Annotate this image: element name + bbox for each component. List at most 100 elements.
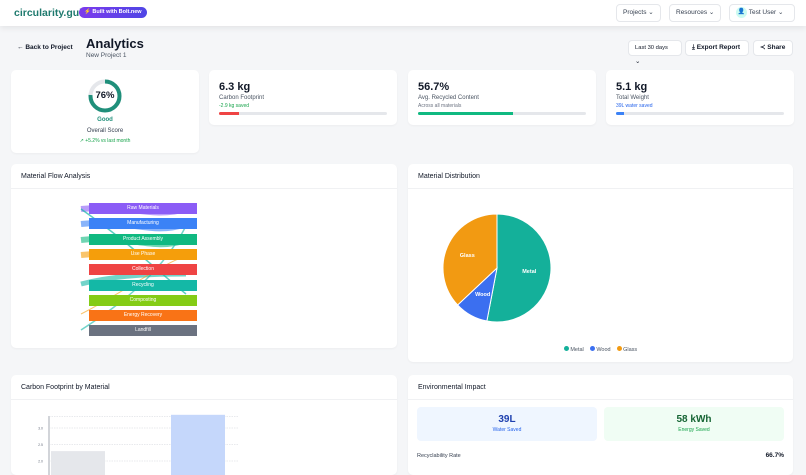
projects-menu[interactable]: Projects ⌄: [616, 4, 661, 22]
divider: [11, 399, 397, 400]
y-tick-label: 2.0: [38, 460, 43, 464]
recyclability-value: 66.7%: [765, 452, 784, 459]
metric-value: 5.1 kg: [616, 81, 648, 93]
metric-progress-bar: [219, 112, 387, 115]
water-value: 39L: [498, 414, 516, 425]
water-saved-tile: 39L Water Saved: [417, 407, 597, 441]
metric-label: Total Weight: [616, 95, 649, 101]
export-label: Export Report: [696, 44, 741, 51]
score-trend: ↗ +5.2% vs last month: [79, 138, 131, 144]
projects-label: Projects: [623, 9, 647, 16]
flow-node[interactable]: Landfill: [89, 325, 197, 337]
legend-item[interactable]: Glass: [616, 346, 638, 353]
legend-dot: [589, 346, 595, 351]
legend-label: Wood: [596, 347, 611, 353]
y-tick-label: 3.0: [38, 427, 43, 431]
metric-card: 6.3 kg Carbon Footprint -2.9 kg saved: [209, 70, 397, 125]
flow-node[interactable]: Recycling: [89, 279, 197, 291]
metric-value: 6.3 kg: [219, 81, 251, 93]
user-menu[interactable]: 👤 Test User ⌄: [729, 4, 795, 22]
flow-node[interactable]: Product Assembly: [89, 233, 197, 245]
logo[interactable]: circularity.guide: [14, 7, 95, 19]
flow-node[interactable]: Manufacturing: [89, 218, 197, 230]
share-label: Share: [767, 44, 786, 51]
flow-node[interactable]: Use Phase: [89, 248, 197, 260]
legend-dot: [616, 346, 622, 351]
page-title: Analytics: [86, 36, 144, 51]
resources-menu[interactable]: Resources ⌄: [669, 4, 722, 22]
page-subtitle: New Project 1: [86, 52, 127, 59]
flow-node[interactable]: Raw Materials: [89, 203, 197, 214]
progress-fill: [616, 112, 625, 115]
flow-node[interactable]: Energy Recovery: [89, 310, 197, 322]
legend-label: Glass: [623, 347, 638, 353]
chevron-down-icon: ⌄: [777, 9, 784, 16]
material-flow-card: Material Flow Analysis Raw Materials Manu…: [11, 164, 397, 348]
card-title: Carbon Footprint by Material: [21, 384, 110, 391]
divider: [408, 188, 793, 189]
bar[interactable]: [51, 451, 105, 475]
y-tick-label: 2.5: [38, 443, 43, 447]
metric-progress-bar: [616, 112, 784, 115]
range-label: Last 30 days: [635, 45, 668, 51]
score-ring: [88, 79, 122, 113]
share-icon: ≺: [760, 44, 766, 51]
card-title: Environmental Impact: [418, 384, 486, 391]
card-title: Material Flow Analysis: [21, 173, 91, 180]
score-rating: Good: [97, 117, 113, 123]
arrow-left-icon: ←: [17, 44, 24, 51]
export-report-button[interactable]: ⤓ Export Report: [685, 40, 749, 56]
metric-label: Carbon Footprint: [219, 95, 265, 101]
progress-fill: [219, 112, 240, 115]
metric-subtext: Across all materials: [418, 103, 462, 109]
avatar: 👤: [736, 6, 747, 18]
divider: [11, 188, 397, 189]
metric-label: Avg. Recycled Content: [418, 95, 479, 101]
chevron-down-icon: ⌄: [708, 9, 715, 16]
score-card: 76% Good Overall Score ↗ +5.2% vs last m…: [11, 70, 199, 153]
carbon-by-material-card: Carbon Footprint by Material 3.0 2.5 2.0: [11, 375, 397, 475]
metric-subtext: 39L water saved: [616, 103, 653, 109]
environmental-impact-card: Environmental Impact 39L Water Saved 58 …: [408, 375, 793, 475]
flow-node[interactable]: Collection: [89, 264, 197, 276]
pie-slice-glass[interactable]: [442, 213, 498, 306]
share-button[interactable]: ≺ Share: [753, 40, 793, 56]
bar[interactable]: [171, 414, 225, 475]
user-name: Test User: [748, 9, 777, 16]
pie-slice-metal[interactable]: [486, 213, 552, 323]
resources-label: Resources: [676, 9, 708, 16]
card-title: Material Distribution: [418, 173, 480, 180]
metric-subtext: -2.9 kg saved: [219, 103, 250, 109]
progress-fill: [418, 112, 514, 115]
metric-card: 56.7% Avg. Recycled Content Across all m…: [408, 70, 596, 125]
chevron-down-icon: ⌄: [648, 9, 654, 16]
pie-label: Wood: [475, 292, 490, 298]
material-distribution-card: Material Distribution Metal Wood Glass Met…: [408, 164, 793, 362]
back-label: Back to Project: [25, 44, 73, 51]
metric-progress-bar: [418, 112, 586, 115]
legend-item[interactable]: Wood: [589, 346, 611, 353]
top-nav: circularity.guide ⚡ Built with Bolt.new …: [0, 0, 806, 26]
water-label: Water Saved: [492, 427, 522, 433]
metric-card: 5.1 kg Total Weight 39L water saved: [606, 70, 794, 125]
pie-legend: Metal Wood Glass: [408, 346, 793, 353]
score-value: 76%: [95, 90, 115, 101]
legend-label: Metal: [570, 347, 584, 353]
energy-saved-tile: 58 kWh Energy Saved: [604, 407, 784, 441]
flow-node[interactable]: Composting: [89, 294, 197, 306]
score-label: Overall Score: [86, 128, 124, 134]
energy-label: Energy Saved: [678, 427, 710, 433]
metric-value: 56.7%: [418, 81, 450, 93]
bolt-badge[interactable]: ⚡ Built with Bolt.new: [79, 7, 147, 18]
flow-links: [80, 204, 187, 331]
download-icon: ⤓: [692, 44, 695, 51]
legend-dot: [563, 346, 569, 351]
pie-chart: Metal Wood Glass: [442, 213, 552, 323]
back-button[interactable]: ← Back to Project: [17, 44, 73, 51]
recyclability-label: Recyclability Rate: [417, 453, 461, 459]
energy-value: 58 kWh: [676, 414, 712, 425]
legend-item[interactable]: Metal: [563, 346, 584, 353]
bar-chart: 3.0 2.5 2.0: [38, 414, 239, 475]
chevron-down-icon: ⌄: [635, 58, 641, 65]
date-range-select[interactable]: Last 30 days ⌄: [628, 40, 682, 65]
